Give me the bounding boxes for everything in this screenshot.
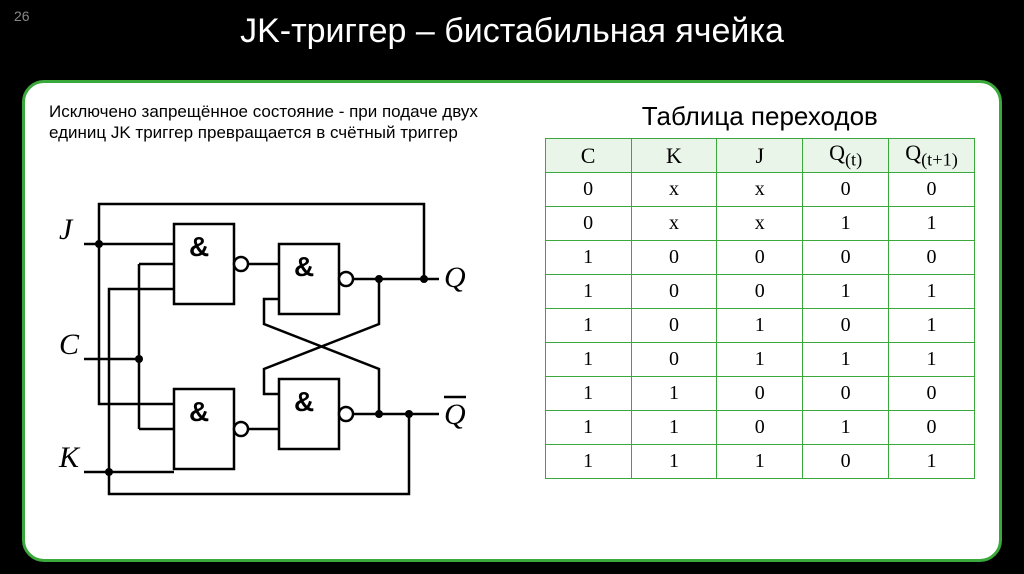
table-row: 11101 xyxy=(545,445,974,479)
table-cell: 0 xyxy=(631,275,717,309)
table-cell: x xyxy=(631,207,717,241)
gate-2-symbol: & xyxy=(294,251,314,282)
table-cell: 1 xyxy=(889,343,975,377)
table-cell: 1 xyxy=(889,445,975,479)
wire-fb-q-to-g3 xyxy=(99,204,424,404)
table-cell: 0 xyxy=(545,173,631,207)
table-cell: 0 xyxy=(631,343,717,377)
table-cell: 0 xyxy=(803,241,889,275)
table-cell: 1 xyxy=(631,411,717,445)
table-cell: 1 xyxy=(889,275,975,309)
table-cell: 1 xyxy=(631,445,717,479)
table-body: 0xx000xx11100001001110101101111100011010… xyxy=(545,173,974,479)
node-c xyxy=(135,355,143,363)
table-row: 10111 xyxy=(545,343,974,377)
table-cell: 0 xyxy=(889,173,975,207)
table-header-cell: J xyxy=(717,139,803,173)
table-row: 0xx00 xyxy=(545,173,974,207)
table-cell: 0 xyxy=(889,241,975,275)
table-cell: 0 xyxy=(717,241,803,275)
node-fb-qbar xyxy=(405,410,413,418)
table-cell: 1 xyxy=(545,241,631,275)
table-row: 10011 xyxy=(545,275,974,309)
table-cell: 0 xyxy=(803,173,889,207)
input-c-label: C xyxy=(59,328,80,361)
table-cell: x xyxy=(717,173,803,207)
table-cell: 0 xyxy=(803,309,889,343)
table-header-cell: Q(t) xyxy=(803,139,889,173)
table-cell: 0 xyxy=(631,241,717,275)
table-cell: 0 xyxy=(889,411,975,445)
table-cell: 1 xyxy=(545,343,631,377)
circuit-diagram: J C K Q Q & & & xyxy=(49,150,525,550)
table-cell: 1 xyxy=(545,309,631,343)
slide-title: JK-триггер – бистабильная ячейка xyxy=(0,0,1024,65)
gate-4-symbol: & xyxy=(294,386,314,417)
content-card: Исключено запрещённое состояние - при по… xyxy=(22,80,1002,562)
table-header-cell: K xyxy=(631,139,717,173)
jk-circuit-svg: J C K Q Q & & & xyxy=(49,194,489,504)
table-cell: 0 xyxy=(803,445,889,479)
table-cell: 0 xyxy=(631,309,717,343)
gate-3-inverter xyxy=(234,422,248,436)
slide-number: 26 xyxy=(14,8,30,24)
table-cell: 1 xyxy=(717,445,803,479)
input-k-label: K xyxy=(58,441,81,474)
table-cell: x xyxy=(717,207,803,241)
table-header-cell: Q(t+1) xyxy=(889,139,975,173)
node-fb-k-cross xyxy=(105,468,113,476)
table-cell: 1 xyxy=(545,377,631,411)
transition-table: CKJQ(t)Q(t+1) 0xx000xx111000010011101011… xyxy=(545,138,975,479)
table-cell: 0 xyxy=(717,275,803,309)
table-cell: 1 xyxy=(545,411,631,445)
gate-1-symbol: & xyxy=(189,231,209,262)
node-qbar xyxy=(375,410,383,418)
wire-fb-qbar-to-g1 xyxy=(109,289,409,494)
table-cell: 1 xyxy=(803,411,889,445)
node-q xyxy=(375,275,383,283)
table-cell: 1 xyxy=(717,343,803,377)
table-cell: 0 xyxy=(717,411,803,445)
table-cell: 1 xyxy=(889,309,975,343)
table-cell: 0 xyxy=(545,207,631,241)
table-cell: 1 xyxy=(803,343,889,377)
table-cell: 0 xyxy=(889,377,975,411)
table-cell: 1 xyxy=(545,445,631,479)
gate-1-inverter xyxy=(234,257,248,271)
right-column: Таблица переходов CKJQ(t)Q(t+1) 0xx000xx… xyxy=(545,101,975,549)
table-cell: 1 xyxy=(717,309,803,343)
gate-2-inverter xyxy=(339,272,353,286)
table-cell: 1 xyxy=(545,275,631,309)
table-cell: 1 xyxy=(889,207,975,241)
output-qbar-label: Q xyxy=(444,398,466,431)
left-column: Исключено запрещённое состояние - при по… xyxy=(49,101,525,549)
table-cell: 0 xyxy=(717,377,803,411)
table-cell: 1 xyxy=(803,275,889,309)
table-cell: x xyxy=(631,173,717,207)
table-row: 11000 xyxy=(545,377,974,411)
table-cell: 1 xyxy=(631,377,717,411)
gate-4-inverter xyxy=(339,407,353,421)
gate-3-symbol: & xyxy=(189,396,209,427)
input-j-label: J xyxy=(59,213,74,246)
table-cell: 1 xyxy=(803,207,889,241)
table-row: 11010 xyxy=(545,411,974,445)
table-header-cell: C xyxy=(545,139,631,173)
table-header-row: CKJQ(t)Q(t+1) xyxy=(545,139,974,173)
table-row: 10000 xyxy=(545,241,974,275)
node-fb-q xyxy=(420,275,428,283)
table-title: Таблица переходов xyxy=(545,101,975,132)
node-fb-j-cross xyxy=(95,240,103,248)
description-text: Исключено запрещённое состояние - при по… xyxy=(49,101,525,144)
table-row: 0xx11 xyxy=(545,207,974,241)
table-row: 10101 xyxy=(545,309,974,343)
table-cell: 0 xyxy=(803,377,889,411)
output-q-label: Q xyxy=(444,261,466,294)
